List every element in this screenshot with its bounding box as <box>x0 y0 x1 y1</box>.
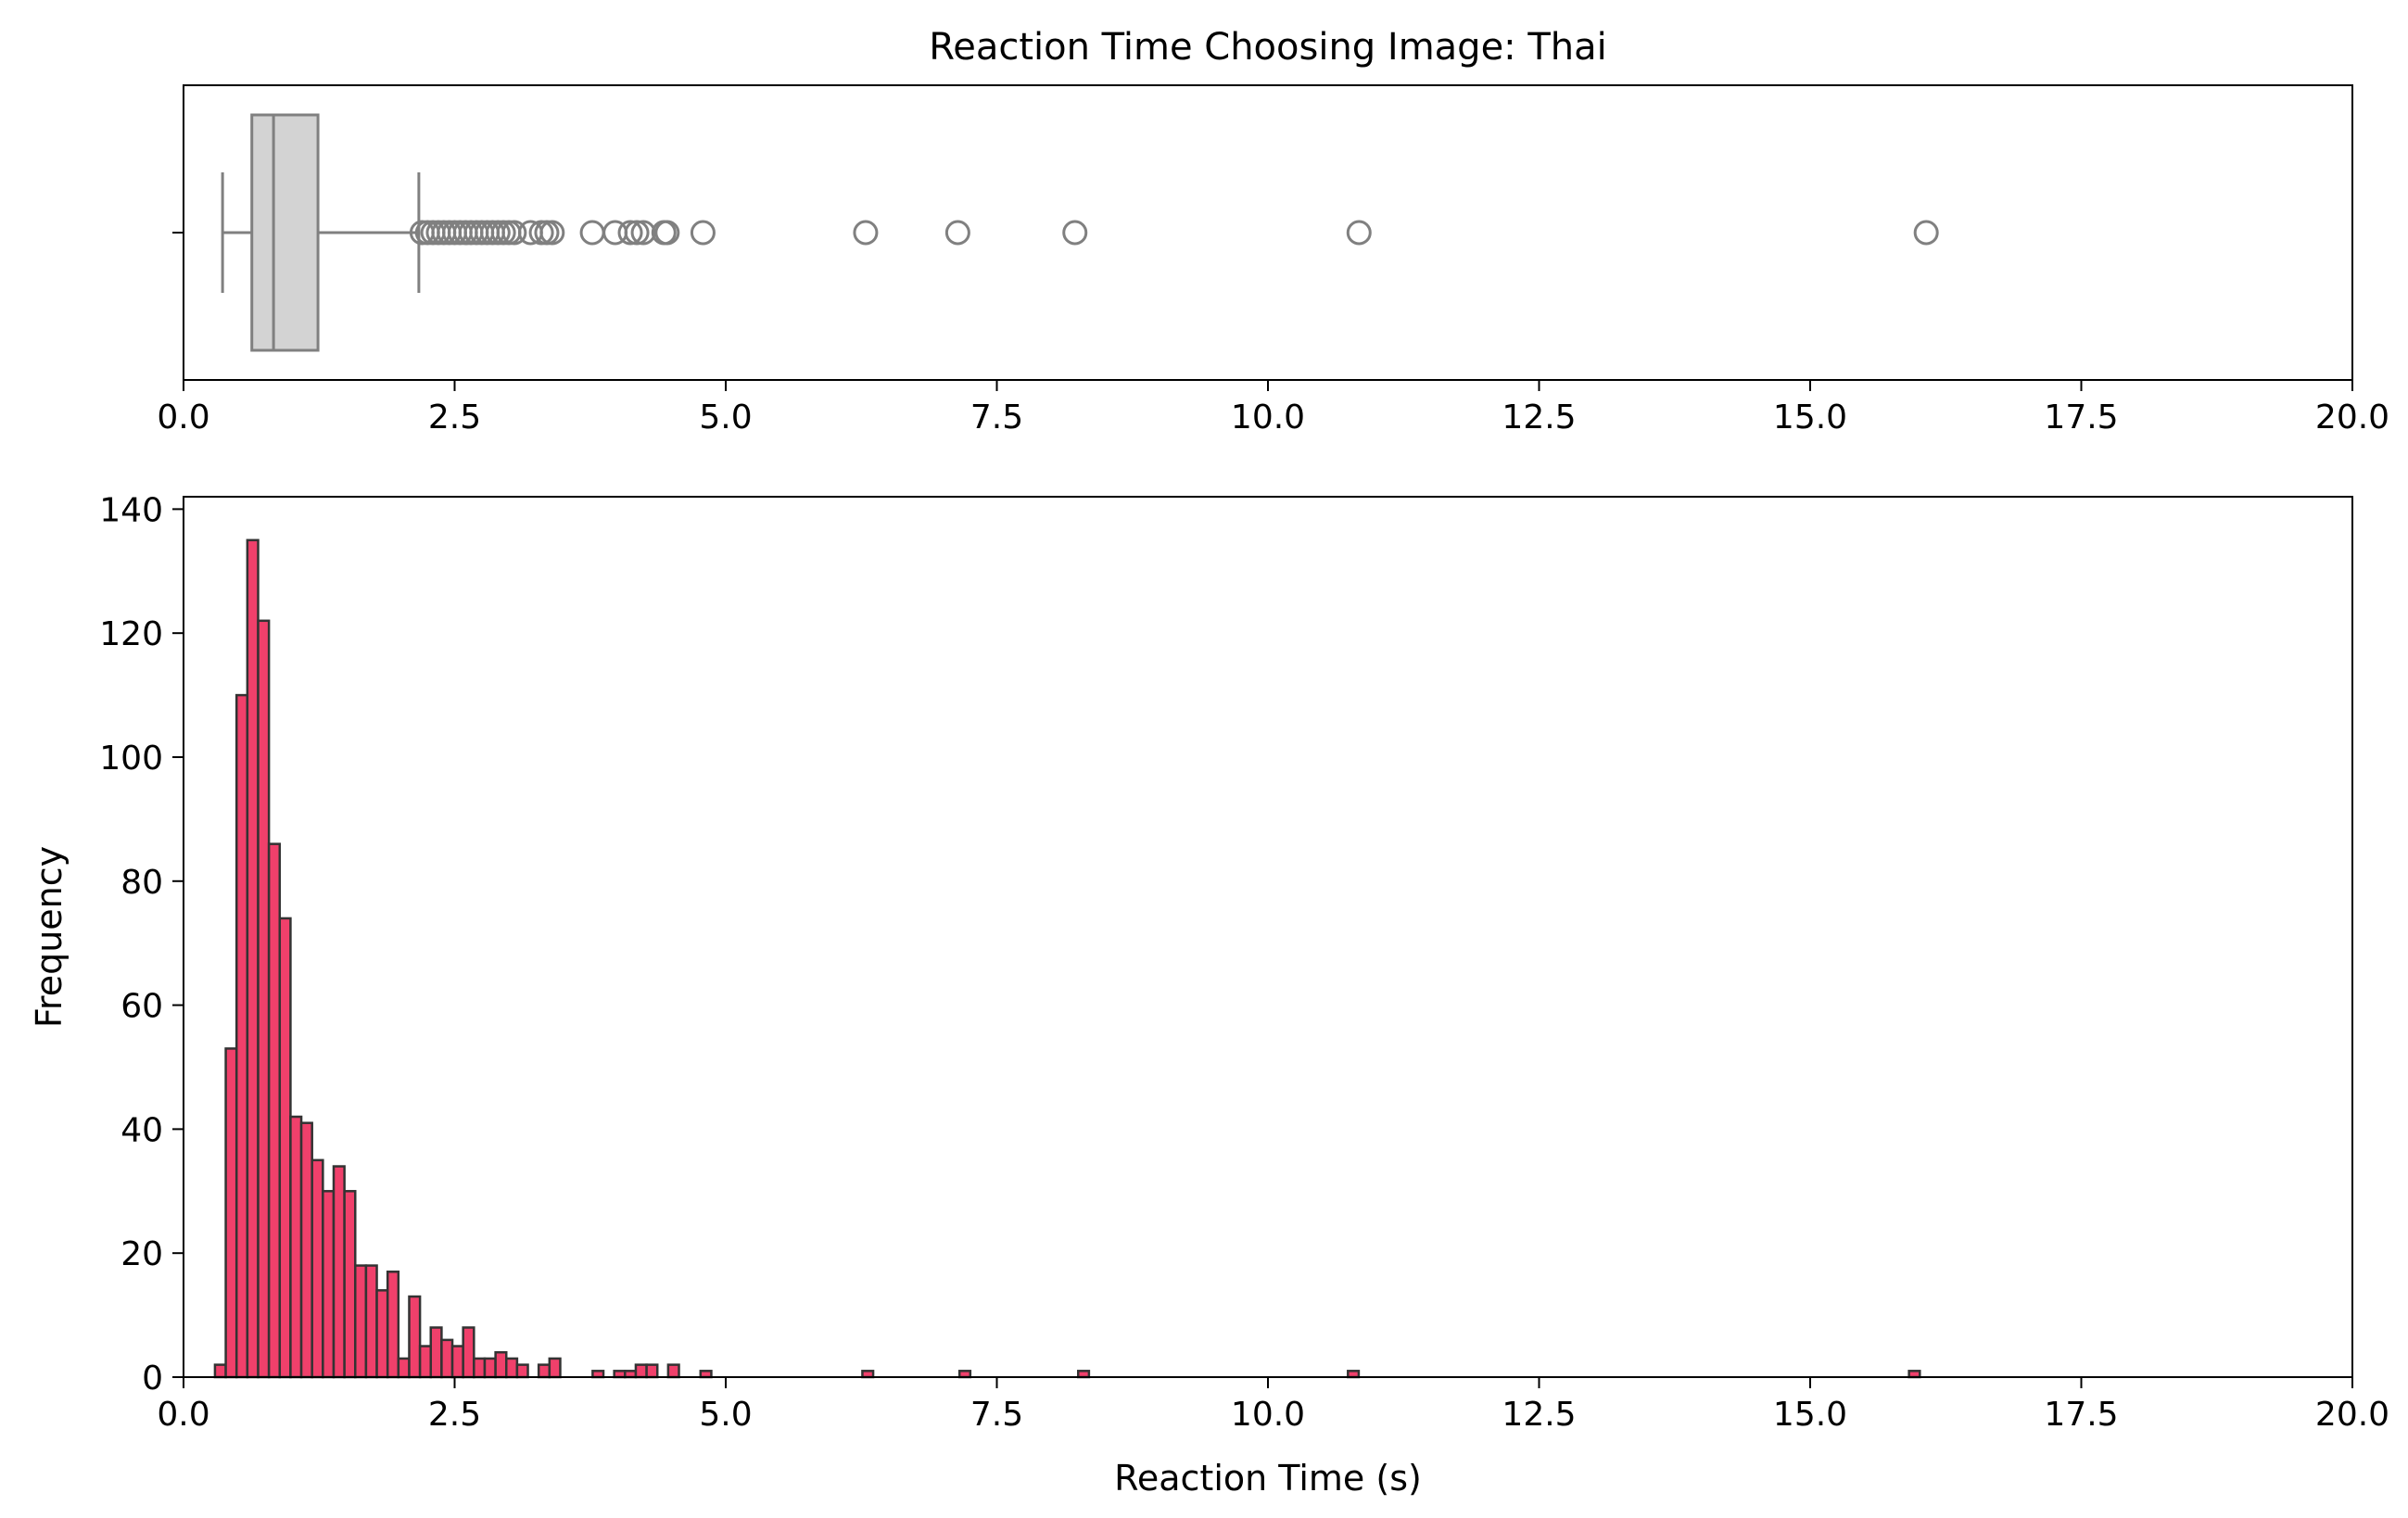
histogram-bar <box>645 1363 659 1379</box>
histogram-bar <box>548 1357 562 1379</box>
boxplot-x-ticks: 0.0 2.5 5.0 7.5 10.0 12.5 15.0 17.5 20.0 <box>157 380 2389 436</box>
histogram-axes-frame <box>183 496 2353 1378</box>
y-tick-label: 100 <box>99 740 163 778</box>
x-tick-label: 7.5 <box>970 1396 1023 1434</box>
boxplot-panel: Reaction Time Choosing Image: Thai 0.0 2.… <box>157 26 2389 436</box>
histogram-bar <box>224 1047 238 1379</box>
y-tick-label: 20 <box>120 1235 163 1273</box>
x-tick-label: 10.0 <box>1231 398 1305 436</box>
x-tick-label: 20.0 <box>2315 398 2389 436</box>
histogram-bar <box>375 1289 389 1379</box>
histogram-bar <box>278 917 292 1379</box>
y-tick-label: 120 <box>99 615 163 653</box>
histogram-bar <box>1907 1370 1921 1379</box>
y-tick-label: 80 <box>120 864 163 902</box>
histogram-bar <box>505 1357 519 1379</box>
box-iqr <box>250 113 320 352</box>
histogram-bar <box>473 1357 487 1379</box>
outlier-point <box>534 220 560 246</box>
histogram-bar <box>332 1165 346 1379</box>
histogram-bar <box>624 1370 638 1379</box>
histogram-panel: 0.0 2.5 5.0 7.5 10.0 12.5 15.0 17.5 20.0 0 20 40 60… <box>29 491 2389 1499</box>
histogram-bar <box>483 1357 497 1379</box>
histogram-bar <box>613 1370 627 1379</box>
x-tick-label: 2.5 <box>428 398 481 436</box>
y-tick-label: 60 <box>120 988 163 1026</box>
histogram-bar <box>699 1370 713 1379</box>
histogram-y-ticks: 0 20 40 60 80 100 120 140 <box>99 491 184 1398</box>
x-tick-label: 20.0 <box>2315 1396 2389 1434</box>
outlier-point <box>690 220 716 246</box>
histogram-bars <box>213 538 1921 1379</box>
histogram-bar <box>1077 1370 1091 1379</box>
y-tick-label: 40 <box>120 1111 163 1149</box>
histogram-bar <box>429 1326 443 1379</box>
outlier-point <box>539 220 565 246</box>
histogram-bar <box>343 1190 357 1379</box>
x-tick-label: 2.5 <box>428 1396 481 1434</box>
chart-title: Reaction Time Choosing Image: Thai <box>929 26 1607 69</box>
histogram-bar <box>494 1350 508 1379</box>
histogram-bar <box>364 1264 378 1379</box>
y-axis-label: Frequency <box>29 846 70 1028</box>
outlier-point <box>624 220 650 246</box>
x-axis-label: Reaction Time (s) <box>1114 1458 1422 1499</box>
histogram-bar <box>418 1345 433 1379</box>
x-tick-label: 0.0 <box>157 1396 209 1434</box>
x-tick-label: 15.0 <box>1773 1396 1847 1434</box>
x-tick-label: 7.5 <box>970 398 1023 436</box>
histogram-bar <box>440 1338 454 1379</box>
histogram-bar <box>462 1326 475 1379</box>
histogram-bar <box>322 1190 336 1379</box>
histogram-bar <box>957 1370 972 1379</box>
y-tick-label: 140 <box>99 491 163 529</box>
histogram-bar <box>666 1363 680 1379</box>
histogram-bar <box>289 1115 303 1379</box>
boxplot-marks <box>221 113 1939 352</box>
histogram-bar <box>386 1271 400 1379</box>
outlier-point <box>617 220 643 246</box>
histogram-x-ticks: 0.0 2.5 5.0 7.5 10.0 12.5 15.0 17.5 20.0 <box>157 1377 2389 1434</box>
x-tick-label: 5.0 <box>699 398 752 436</box>
histogram-bar <box>267 842 282 1379</box>
x-tick-label: 5.0 <box>699 1396 752 1434</box>
outlier-point <box>1346 220 1372 246</box>
outlier-point <box>630 220 656 246</box>
outlier-point <box>944 220 970 246</box>
histogram-bar <box>537 1363 551 1379</box>
outlier-point <box>1913 220 1939 246</box>
histogram-bar <box>397 1357 411 1379</box>
outlier-point <box>853 220 879 246</box>
histogram-bar <box>246 538 260 1379</box>
histogram-bar <box>450 1345 464 1379</box>
outlier-point <box>1062 220 1088 246</box>
histogram-bar <box>354 1264 368 1379</box>
histogram-bar <box>861 1370 875 1379</box>
histogram-bar <box>213 1363 227 1379</box>
y-tick-label: 0 <box>142 1360 163 1398</box>
x-tick-label: 0.0 <box>157 398 209 436</box>
histogram-bar <box>515 1363 529 1379</box>
x-tick-label: 15.0 <box>1773 398 1847 436</box>
x-tick-label: 17.5 <box>2044 1396 2118 1434</box>
histogram-bar <box>257 619 271 1379</box>
x-tick-label: 12.5 <box>1502 398 1576 436</box>
histogram-bar <box>1347 1370 1361 1379</box>
outlier-point <box>654 220 680 246</box>
x-tick-label: 17.5 <box>2044 398 2118 436</box>
histogram-bar <box>408 1295 422 1379</box>
x-tick-label: 10.0 <box>1231 1396 1305 1434</box>
histogram-bar <box>311 1158 324 1379</box>
histogram-bar <box>591 1370 605 1379</box>
histogram-bar <box>299 1121 313 1379</box>
x-tick-label: 12.5 <box>1502 1396 1576 1434</box>
histogram-bar <box>234 693 249 1379</box>
outlier-point <box>579 220 605 246</box>
histogram-bar <box>634 1363 648 1379</box>
outlier-point <box>501 220 527 246</box>
